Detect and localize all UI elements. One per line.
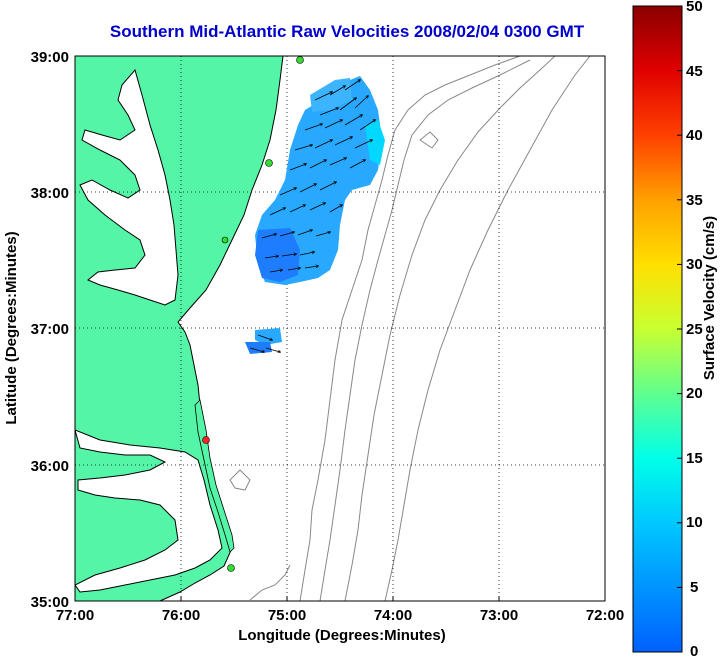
x-tick-marks	[74, 596, 606, 601]
station-markers	[202, 56, 304, 572]
y-axis-label: Latitude (Degrees:Minutes)	[3, 231, 20, 424]
station-mid-north	[265, 159, 273, 167]
colorbar-tick-label: 20	[686, 385, 703, 402]
colorbar-tick-label: 25	[686, 321, 703, 338]
station-mid	[221, 236, 229, 244]
colorbar-tick-label: 15	[686, 450, 703, 467]
x-tick-label: 76:00	[162, 607, 200, 624]
colorbar-tick-label: 10	[686, 514, 703, 531]
colorbar	[632, 5, 683, 653]
y-tick-label: 38:00	[31, 185, 69, 202]
colorbar-tick-label: 40	[686, 127, 703, 144]
colorbar-tick-labels: 50 45 40 35 30 25 20 15 10 5 0	[686, 0, 703, 659]
y-tick-label: 35:00	[31, 594, 69, 611]
bathymetry-contours	[229, 56, 591, 601]
y-tick-label: 37:00	[31, 321, 69, 338]
x-tick-label: 74:00	[374, 607, 412, 624]
colorbar-tick-label: 0	[690, 643, 698, 659]
x-tick-label: 77:00	[56, 607, 94, 624]
colorbar-tick-label: 5	[690, 579, 698, 596]
velocity-vectors	[249, 80, 375, 352]
pamlico-sound	[75, 429, 223, 593]
x-tick-label: 72:00	[586, 607, 624, 624]
station-far-south	[227, 564, 235, 572]
station-north	[296, 56, 304, 64]
colorbar-tick-label: 50	[686, 0, 703, 15]
x-tick-label: 75:00	[268, 607, 306, 624]
colorbar-label: Surface Velocity (cm/s)	[701, 216, 718, 380]
colorbar-tick-marks	[677, 5, 682, 653]
y-tick-label: 36:00	[31, 458, 69, 475]
x-tick-labels: 77:00 76:00 75:00 74:00 73:00 72:00	[56, 607, 624, 624]
y-tick-labels: 39:00 38:00 37:00 36:00 35:00	[31, 49, 69, 611]
x-tick-label: 73:00	[480, 607, 518, 624]
chesapeake-bay	[79, 68, 179, 306]
x-axis-label: Longitude (Degrees:Minutes)	[238, 627, 446, 644]
plot-frame	[74, 55, 606, 602]
colorbar-tick-label: 35	[686, 192, 703, 209]
colorbar-tick-label: 45	[686, 63, 703, 80]
map-title: Southern Mid-Atlantic Raw Velocities 200…	[109, 22, 585, 41]
colorbar-tick-label: 30	[686, 256, 703, 273]
station-south	[202, 436, 210, 444]
y-tick-label: 39:00	[31, 49, 69, 66]
